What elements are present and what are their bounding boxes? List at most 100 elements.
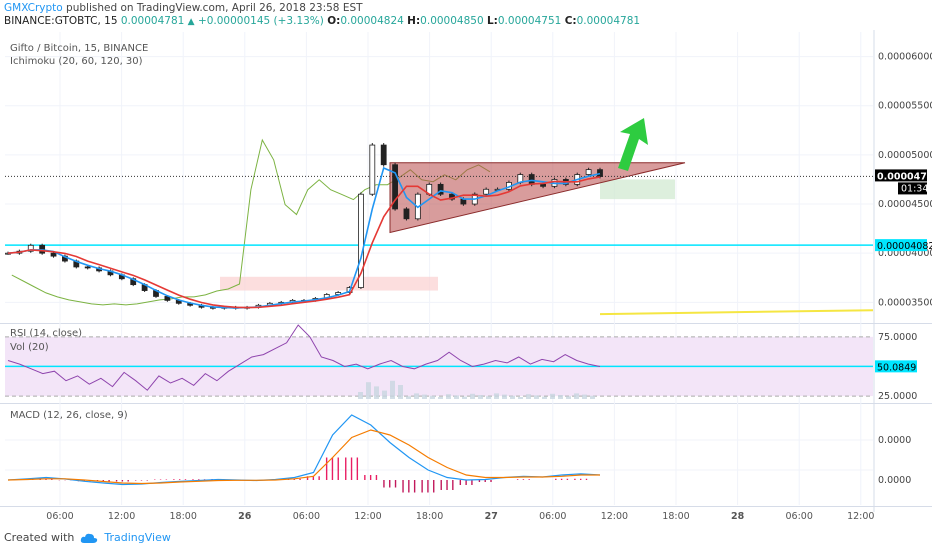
tradingview-cloud-icon <box>81 533 98 543</box>
grid <box>0 30 932 512</box>
last-price-label: 0.00004781 <box>877 171 932 182</box>
volume-bar <box>470 393 475 399</box>
volume-bar <box>518 397 523 399</box>
volume-bar <box>558 395 563 399</box>
candle-body <box>27 244 34 252</box>
volume-bar <box>574 393 579 399</box>
rsi-line <box>7 324 601 391</box>
volume-bar <box>526 394 531 399</box>
candle-body <box>358 193 364 288</box>
volume-bar <box>454 395 459 399</box>
volume-bar <box>462 396 467 399</box>
y-tick-label: 0.00003500 <box>878 297 932 308</box>
volume-bar <box>566 396 571 399</box>
x-tick-label: 06:00 <box>539 511 566 522</box>
close-value: 0.00004781 <box>576 15 641 27</box>
volume-bar <box>502 394 507 399</box>
y-tick-label: 0.00004500 <box>878 199 932 210</box>
kumo-cloud-red <box>220 276 438 291</box>
x-tick-label: 18:00 <box>170 511 197 522</box>
candle-body <box>540 183 546 187</box>
rsi-pane[interactable] <box>5 324 873 399</box>
publish-header: GMXCrypto published on TradingView.com, … <box>4 2 363 14</box>
support-price-box <box>875 239 927 252</box>
main-title: Gifto / Bitcoin, 15, BINANCE <box>10 43 148 54</box>
volume-bar <box>382 390 387 399</box>
open-value: 0.00004824 <box>340 15 404 27</box>
volume-bar <box>486 396 491 399</box>
x-tick-label: 12:00 <box>601 511 628 522</box>
macd-tick-label: 0.0000 <box>878 435 911 446</box>
volume-bar <box>446 394 451 399</box>
low-value: 0.00004751 <box>497 15 562 27</box>
created-with-text: Created with <box>4 531 75 544</box>
rsi-tick-label: 25.0000 <box>878 391 917 402</box>
y-tick-label: 0.00005000 <box>878 150 932 161</box>
x-tick-label: 27 <box>485 511 498 522</box>
y-tick-label: 0.00006000 <box>878 52 932 63</box>
ichimoku-label: Ichimoku (20, 60, 120, 30) <box>10 56 143 67</box>
x-tick-label: 12:00 <box>847 511 874 522</box>
volume-bar <box>430 395 435 399</box>
candle-body <box>380 144 387 166</box>
volume-bar <box>390 380 395 399</box>
candle-body <box>597 169 603 177</box>
volume-bar <box>534 395 539 399</box>
kumo-cloud-green <box>600 179 675 200</box>
tradingview-brand[interactable]: TradingView <box>104 531 171 544</box>
up-triangle-icon: ▲ <box>187 17 195 27</box>
y-tick-label: 0.00005500 <box>878 101 932 112</box>
volume-bar <box>358 392 363 399</box>
macd-pane[interactable] <box>2 414 606 493</box>
volume-bar <box>582 394 587 399</box>
volume-bar <box>550 393 555 399</box>
volume-bar <box>590 395 595 399</box>
volume-bar <box>494 393 499 399</box>
macd-tick-label: 0.0000 <box>878 475 911 486</box>
macd-line <box>7 414 601 486</box>
volume-bar <box>398 385 403 399</box>
countdown-label: 01:34 <box>901 183 928 194</box>
support-price-label: 0.00004082 <box>877 241 932 252</box>
volume-bar <box>374 386 379 399</box>
symbol-label: BINANCE:GTOBTC, 15 <box>4 15 118 27</box>
x-tick-label: 06:00 <box>46 511 73 522</box>
author-link[interactable]: GMXCrypto <box>4 2 63 14</box>
x-tick-label: 26 <box>238 511 252 522</box>
candle-body <box>50 252 57 257</box>
candle-body <box>483 188 490 195</box>
x-tick-label: 12:00 <box>354 511 381 522</box>
volume-bar <box>542 396 547 399</box>
last-price: 0.00004781 <box>120 15 185 27</box>
ohlc-header: BINANCE:GTOBTC, 15 0.00004781 ▲ +0.00000… <box>4 15 641 27</box>
signal-line <box>7 429 600 485</box>
x-tick-label: 12:00 <box>108 511 135 522</box>
volume-bar <box>438 397 443 399</box>
volume-label: Vol (20) <box>10 342 49 353</box>
high-value: 0.00004850 <box>420 15 484 27</box>
candle-body <box>528 174 535 185</box>
volume-bar <box>422 394 427 399</box>
volume-bar <box>414 393 419 399</box>
rsi-title: RSI (14, close) <box>10 328 82 339</box>
countdown-box <box>898 182 927 195</box>
senkou-line <box>599 309 874 316</box>
candle-body <box>437 183 444 195</box>
x-tick-label: 06:00 <box>786 511 813 522</box>
candle-body <box>392 164 398 210</box>
volume-bar <box>406 396 411 399</box>
candle-body <box>585 169 592 175</box>
published-text: published on TradingView.com, April 26, … <box>66 2 363 14</box>
kijun-line <box>7 176 601 309</box>
footer: Created with TradingView <box>4 531 171 544</box>
volume-bar <box>366 382 371 399</box>
rsi-value-box <box>875 360 917 373</box>
rsi-tick-label: 75.0000 <box>878 332 917 343</box>
volume-bar <box>510 395 515 399</box>
x-tick-label: 28 <box>731 511 745 522</box>
axes: 06:00 12:00 18:00 26 06:00 12:00 18:00 27 06:00 1… <box>46 52 932 522</box>
price-pane[interactable] <box>5 118 874 316</box>
price-change: +0.00000145 (+3.13%) <box>197 15 324 27</box>
candle-body <box>369 144 376 195</box>
